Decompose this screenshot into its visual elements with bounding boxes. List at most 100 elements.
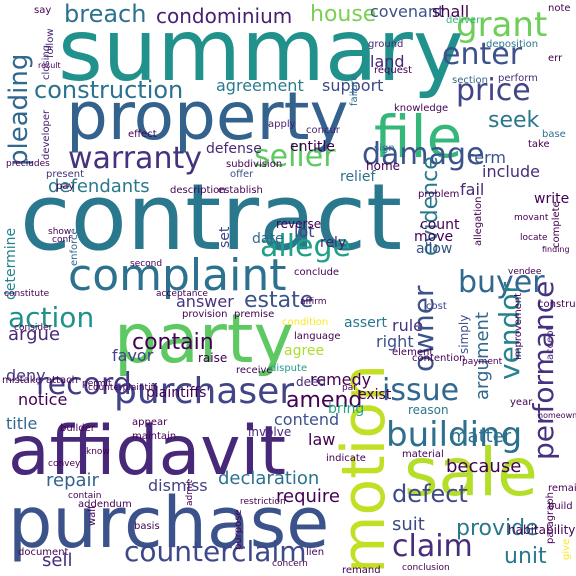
word: enter xyxy=(442,37,523,72)
word: because xyxy=(446,456,522,477)
word: assert xyxy=(344,315,388,331)
word: answer xyxy=(176,292,234,311)
word: base xyxy=(542,129,566,140)
word: building xyxy=(386,415,523,455)
word: summary xyxy=(58,1,464,101)
word: price xyxy=(456,73,531,108)
word: par xyxy=(342,383,357,393)
word: allow xyxy=(416,241,453,257)
word: party xyxy=(114,300,294,379)
word: dispute xyxy=(270,363,308,374)
word: finding xyxy=(542,245,570,254)
word: date xyxy=(252,231,284,247)
word: maintain xyxy=(132,431,177,442)
word: law xyxy=(308,430,336,449)
word: record xyxy=(36,367,132,402)
word: set xyxy=(217,226,233,248)
word: addendum xyxy=(78,499,132,510)
word: amend xyxy=(286,388,363,413)
word: element xyxy=(392,347,434,358)
word: lot xyxy=(294,222,315,241)
word: counterplaintiff xyxy=(88,383,157,393)
word: remain xyxy=(548,483,576,494)
word: land xyxy=(370,52,405,71)
word: section xyxy=(452,75,489,86)
word: contend xyxy=(274,410,340,429)
word: bring xyxy=(328,401,365,417)
word: deliver xyxy=(446,15,481,26)
word: premise xyxy=(234,309,275,320)
word: build xyxy=(548,501,573,512)
word: locate xyxy=(520,233,548,243)
word: plaintiffs' xyxy=(146,385,211,401)
word: rely xyxy=(320,235,347,251)
word: homeowner xyxy=(538,411,576,420)
word: show xyxy=(48,227,72,237)
word: pleading xyxy=(4,53,34,166)
word: favor xyxy=(112,346,154,365)
word: give xyxy=(561,538,572,560)
word: shall xyxy=(432,2,470,21)
word: lien xyxy=(306,547,325,558)
word: second xyxy=(130,259,163,269)
word: mistake xyxy=(2,375,42,386)
word: notice xyxy=(18,390,68,409)
word: allege xyxy=(260,229,352,264)
word: purchase xyxy=(8,482,330,564)
word: title xyxy=(6,414,38,433)
word: issue xyxy=(382,373,460,408)
word: knowledge xyxy=(394,103,449,114)
word: admit xyxy=(185,479,195,506)
word: construction xyxy=(34,76,184,104)
word: follow xyxy=(45,28,56,59)
word: repair xyxy=(46,470,99,491)
word: year xyxy=(510,397,533,408)
word: sell xyxy=(42,550,73,571)
word: reason xyxy=(408,403,449,417)
word: argument xyxy=(472,311,493,400)
word: appear xyxy=(132,417,168,428)
word: concern xyxy=(272,559,308,569)
word: argue xyxy=(8,324,61,345)
word: accept xyxy=(545,326,556,360)
word: affidavit xyxy=(8,412,287,491)
word: acceptance xyxy=(156,289,208,299)
word: concur xyxy=(306,125,340,136)
word: remand xyxy=(342,565,381,576)
word: sign xyxy=(374,143,395,154)
word: complete xyxy=(551,201,562,248)
word: action xyxy=(8,301,95,334)
word: file xyxy=(374,103,463,171)
word: write xyxy=(534,191,570,207)
word: term xyxy=(468,148,506,167)
word: right xyxy=(376,332,414,351)
word: contention xyxy=(412,353,466,364)
word: house xyxy=(310,2,377,27)
word: covenant xyxy=(370,2,445,21)
word: matter xyxy=(450,426,512,447)
word: developer xyxy=(41,109,52,160)
word: dismiss xyxy=(148,476,208,495)
word: complaint xyxy=(68,250,287,301)
word: paragraph xyxy=(545,492,556,544)
word: estate xyxy=(244,288,314,313)
word: declaration xyxy=(218,468,320,489)
word: result xyxy=(38,61,61,70)
word: establish xyxy=(218,185,263,196)
word: purpose xyxy=(233,509,244,550)
word: deposition xyxy=(486,39,539,50)
word: provide xyxy=(456,516,539,541)
word: entitle xyxy=(290,139,335,155)
word: contract xyxy=(20,164,403,271)
word: seller xyxy=(254,139,336,174)
word: failure xyxy=(349,74,360,106)
word: damage xyxy=(362,137,485,172)
word: condition xyxy=(282,317,329,328)
word: know xyxy=(86,447,110,457)
word: effect xyxy=(128,129,157,140)
word: material xyxy=(402,449,444,460)
word: ground xyxy=(368,39,404,50)
word: improvement xyxy=(513,292,524,360)
word: say xyxy=(34,5,52,16)
